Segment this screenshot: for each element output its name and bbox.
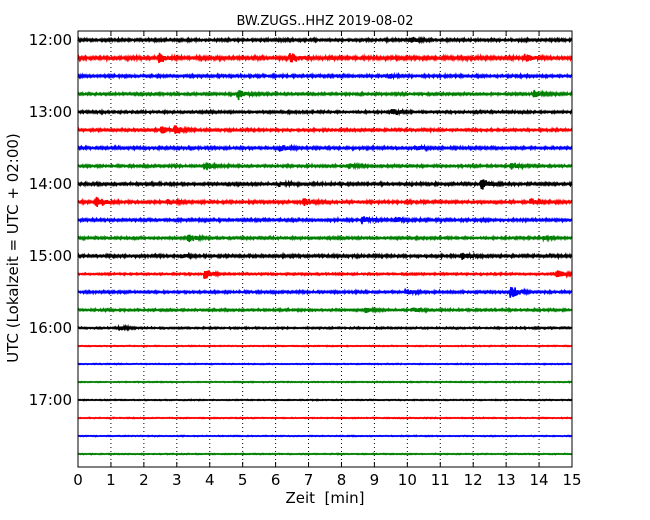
trace-row-1530	[77, 287, 573, 298]
x-tick-label: 0	[73, 471, 83, 489]
trace-row-1630	[77, 362, 573, 366]
x-tick-label: 10	[398, 471, 417, 489]
trace-row-1715	[77, 416, 573, 420]
trace-row-1545	[77, 306, 573, 314]
trace-row-1400	[77, 179, 573, 190]
trace-row-1245	[77, 89, 573, 101]
x-tick-label: 3	[172, 471, 182, 489]
trace-row-1315	[77, 125, 573, 135]
y-axis: 12:00 13:00 14:00 15:00 16:00 17:00	[29, 31, 572, 409]
trace-row-1745	[77, 452, 573, 456]
plot-frame	[77, 30, 573, 468]
x-tick-label: 4	[205, 471, 215, 489]
x-tick-label: 7	[304, 471, 314, 489]
trace-row-1730	[77, 434, 573, 438]
trace-row-1415	[77, 196, 573, 207]
y-tick-label: 12:00	[29, 31, 72, 49]
x-tick-label: 5	[238, 471, 248, 489]
y-tick-label: 13:00	[29, 103, 72, 121]
y-tick-label: 17:00	[29, 391, 72, 409]
x-axis-label: Zeit [min]	[285, 489, 364, 507]
y-axis-label: UTC (Lokalzeit = UTC + 02:00)	[4, 133, 22, 363]
trace-row-1500	[77, 251, 573, 261]
trace-row-1615	[77, 344, 573, 348]
y-tick-label: 14:00	[29, 175, 72, 193]
trace-row-1330	[77, 143, 573, 153]
trace-row-1600	[77, 323, 573, 332]
y-tick-label: 16:00	[29, 319, 72, 337]
x-tick-label: 2	[139, 471, 149, 489]
x-tick-label: 9	[370, 471, 380, 489]
trace-row-1345	[77, 161, 573, 171]
trace-row-1515	[77, 269, 573, 279]
x-tick-label: 14	[530, 471, 549, 489]
x-tick-label: 15	[562, 471, 581, 489]
chart-title: BW.ZUGS..HHZ 2019-08-02	[236, 14, 413, 29]
y-tick-label: 15:00	[29, 247, 72, 265]
x-tick-label: 8	[337, 471, 347, 489]
x-tick-label: 1	[106, 471, 116, 489]
trace-row-1215	[77, 52, 573, 64]
x-tick-label: 11	[431, 471, 450, 489]
trace-row-1200	[77, 35, 573, 45]
x-axis: 0 1 2 3 4 5 6 7 8 9 10 11 12 13 14 15	[73, 31, 582, 489]
trace-row-1230	[77, 71, 573, 81]
trace-row-1430	[77, 215, 573, 225]
trace-row-1300	[77, 107, 573, 117]
trace-rows	[77, 35, 573, 456]
x-tick-label: 13	[497, 471, 516, 489]
grid-lines	[110, 31, 540, 467]
x-tick-label: 12	[464, 471, 483, 489]
trace-row-1645	[77, 380, 573, 384]
trace-row-1445	[77, 233, 573, 243]
x-tick-label: 6	[271, 471, 281, 489]
trace-row-1700	[77, 398, 573, 402]
